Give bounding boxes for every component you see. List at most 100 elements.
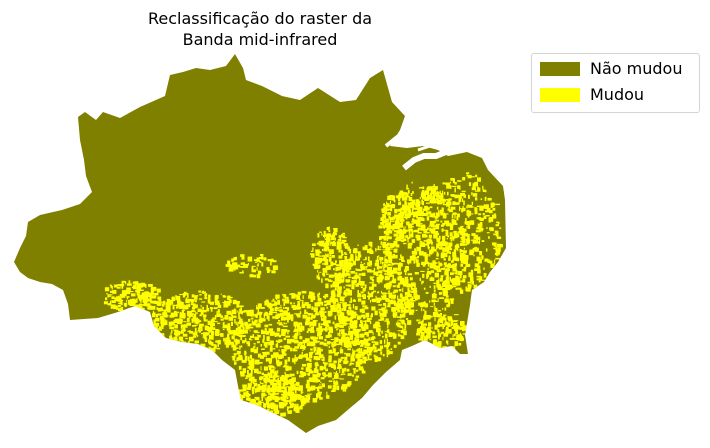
changed-pixel [328, 313, 332, 317]
changed-pixel [128, 307, 133, 310]
changed-pixel [254, 396, 260, 400]
changed-pixel [368, 348, 371, 352]
changed-pixel [438, 278, 440, 281]
changed-pixel [454, 233, 460, 238]
changed-pixel [406, 318, 409, 320]
changed-pixel [240, 335, 243, 341]
changed-pixel [486, 232, 490, 234]
changed-pixel [397, 298, 401, 303]
changed-pixel [381, 295, 386, 297]
changed-pixel [425, 243, 429, 246]
changed-pixel [456, 213, 460, 218]
changed-pixel [430, 305, 433, 307]
changed-pixel [265, 399, 269, 401]
changed-pixel [188, 343, 193, 346]
changed-pixel [435, 314, 440, 317]
changed-pixel [223, 317, 226, 319]
changed-pixel [405, 195, 410, 198]
changed-pixel [398, 198, 401, 201]
changed-pixel [367, 354, 370, 358]
changed-pixel [426, 336, 428, 341]
changed-pixel [424, 338, 426, 342]
changed-pixel [269, 403, 271, 409]
changed-pixel [262, 410, 265, 414]
map-title-line-2: Banda mid-infrared [182, 30, 338, 49]
changed-pixel [422, 186, 425, 190]
changed-pixel [437, 298, 439, 302]
changed-pixel [415, 202, 421, 206]
changed-pixel [353, 251, 359, 254]
changed-pixel [445, 317, 447, 323]
changed-pixel [436, 343, 442, 349]
changed-pixel [364, 305, 368, 309]
changed-pixel [283, 405, 285, 409]
changed-pixel [253, 408, 255, 412]
changed-pixel [322, 248, 324, 251]
changed-pixel [397, 334, 402, 337]
changed-pixel [489, 217, 494, 222]
changed-pixel [474, 263, 480, 268]
changed-pixel [416, 319, 419, 322]
changed-pixel [332, 262, 337, 266]
changed-pixel [338, 319, 341, 322]
changed-pixel [171, 297, 174, 302]
changed-pixel [334, 287, 337, 291]
changed-pixel [206, 307, 210, 312]
changed-pixel [362, 356, 367, 360]
changed-pixel [424, 232, 430, 234]
changed-pixel [249, 403, 254, 405]
changed-pixel [413, 212, 415, 218]
changed-pixel [228, 300, 231, 302]
changed-pixel [270, 369, 275, 374]
changed-pixel [317, 357, 321, 361]
changed-pixel [261, 262, 264, 267]
changed-pixel [329, 328, 333, 334]
changed-pixel [231, 310, 235, 313]
changed-pixel [111, 296, 115, 299]
changed-pixel [213, 307, 218, 310]
changed-pixel [345, 353, 351, 357]
changed-pixel [247, 370, 249, 375]
changed-pixel [267, 270, 270, 273]
changed-pixel [131, 293, 136, 297]
changed-pixel [341, 373, 346, 375]
changed-pixel [317, 388, 319, 391]
changed-pixel [442, 200, 445, 204]
changed-pixel [431, 241, 433, 244]
changed-pixel [281, 389, 285, 393]
changed-pixel [357, 351, 362, 354]
changed-pixel [297, 291, 301, 296]
changed-pixel [320, 323, 326, 326]
changed-pixel [262, 330, 267, 335]
changed-pixel [355, 361, 359, 364]
changed-pixel [341, 368, 345, 374]
changed-pixel [401, 309, 406, 313]
changed-pixel [337, 309, 342, 313]
changed-pixel [264, 328, 267, 331]
changed-pixel [309, 313, 314, 315]
changed-pixel [370, 251, 374, 254]
changed-pixel [454, 202, 460, 205]
changed-pixel [453, 325, 457, 328]
changed-pixel [188, 314, 193, 317]
changed-pixel [461, 228, 467, 232]
changed-pixel [318, 292, 320, 296]
changed-pixel [446, 251, 450, 254]
changed-pixel [349, 248, 352, 254]
changed-pixel [422, 233, 427, 238]
changed-pixel [156, 301, 162, 306]
changed-pixel [320, 377, 325, 380]
changed-pixel [357, 269, 362, 272]
changed-pixel [484, 196, 487, 200]
changed-pixel [408, 202, 413, 206]
changed-pixel [203, 334, 207, 340]
changed-pixel [426, 277, 428, 279]
changed-pixel [281, 376, 285, 381]
changed-pixel [404, 309, 409, 313]
changed-pixel [376, 248, 382, 251]
changed-pixel [323, 295, 326, 298]
changed-pixel [278, 384, 282, 388]
changed-pixel [328, 349, 333, 354]
changed-pixel [126, 296, 130, 298]
changed-pixel [162, 312, 167, 316]
